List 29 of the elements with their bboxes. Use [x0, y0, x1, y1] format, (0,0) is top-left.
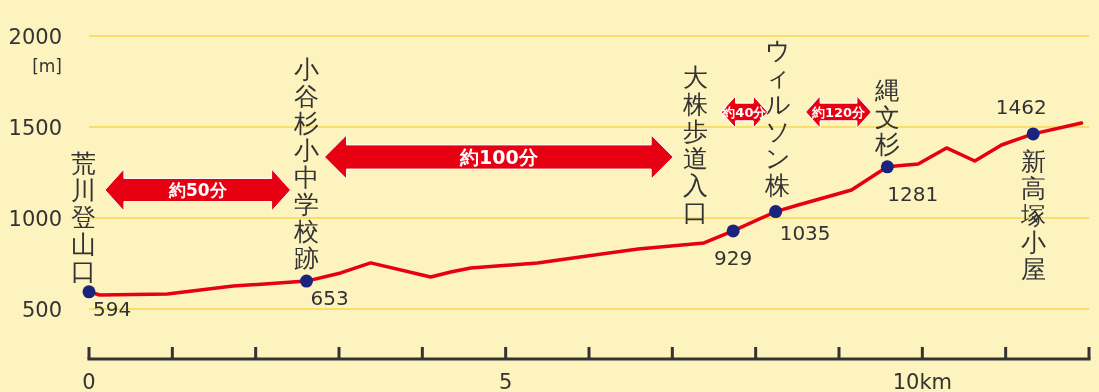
y-tick-label: 500	[21, 297, 62, 322]
x-tick-label: 0	[82, 370, 96, 392]
data-label: 1035	[779, 220, 831, 245]
point	[1026, 127, 1040, 141]
data-label: 929	[714, 245, 753, 270]
y-tick-label: 1000	[8, 206, 62, 231]
x-tick-label: 5	[498, 370, 513, 392]
y-tick-label: 1500	[8, 115, 62, 140]
data-label: 1281	[887, 181, 939, 206]
annotation: 縄文杉	[873, 75, 900, 159]
annotation: 新高塚小屋	[1019, 146, 1046, 284]
annotation: 大株歩道入口	[681, 62, 708, 227]
y-tick-label: 2000	[8, 25, 62, 49]
x-tick-label: 10km	[892, 370, 953, 392]
y-axis-title: [m]	[32, 56, 62, 76]
annotation: 約50分	[167, 180, 228, 201]
annotation: 約100分	[459, 145, 539, 168]
data-label: 594	[93, 296, 132, 321]
point	[300, 274, 313, 288]
point	[880, 160, 894, 174]
annotation: 約40分	[721, 104, 768, 120]
point	[726, 224, 740, 238]
annotation: 約120分	[810, 104, 867, 120]
data-label: 653	[310, 286, 349, 311]
point	[769, 205, 783, 219]
annotation: 荒川登山口	[70, 148, 96, 286]
data-label: 1462	[995, 94, 1047, 119]
point	[82, 285, 96, 299]
annotation: 小谷杉小中学校跡	[293, 55, 319, 274]
